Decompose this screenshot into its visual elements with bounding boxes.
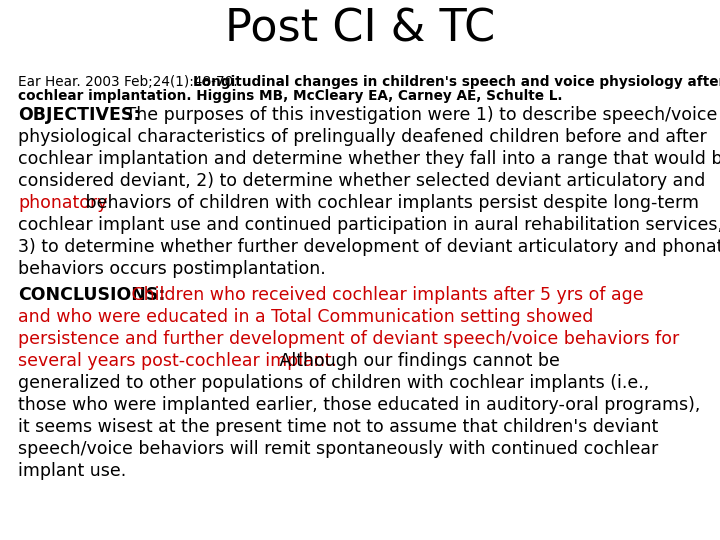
Text: implant use.: implant use. — [18, 462, 126, 480]
Text: Longitudinal changes in children's speech and voice physiology after: Longitudinal changes in children's speec… — [193, 75, 720, 89]
Text: several years post-cochlear implant.: several years post-cochlear implant. — [18, 352, 337, 370]
Text: cochlear implant use and continued participation in aural rehabilitation service: cochlear implant use and continued parti… — [18, 216, 720, 234]
Text: persistence and further development of deviant speech/voice behaviors for: persistence and further development of d… — [18, 330, 679, 348]
Text: phonatory: phonatory — [18, 194, 107, 212]
Text: behaviors occurs postimplantation.: behaviors occurs postimplantation. — [18, 260, 325, 278]
Text: physiological characteristics of prelingually deafened children before and after: physiological characteristics of preling… — [18, 128, 707, 146]
Text: Although our findings cannot be: Although our findings cannot be — [274, 352, 560, 370]
Text: 3) to determine whether further development of deviant articulatory and phonator: 3) to determine whether further developm… — [18, 238, 720, 256]
Text: it seems wisest at the present time not to assume that children's deviant: it seems wisest at the present time not … — [18, 418, 658, 436]
Text: cochlear implantation. Higgins MB, McCleary EA, Carney AE, Schulte L.: cochlear implantation. Higgins MB, McCle… — [18, 89, 562, 103]
Text: and who were educated in a Total Communication setting showed: and who were educated in a Total Communi… — [18, 308, 593, 326]
Text: behaviors of children with cochlear implants persist despite long-term: behaviors of children with cochlear impl… — [80, 194, 699, 212]
Text: Children who received cochlear implants after 5 yrs of age: Children who received cochlear implants … — [126, 286, 644, 304]
Text: those who were implanted earlier, those educated in auditory-oral programs),: those who were implanted earlier, those … — [18, 396, 701, 414]
Text: cochlear implantation and determine whether they fall into a range that would be: cochlear implantation and determine whet… — [18, 150, 720, 168]
Text: speech/voice behaviors will remit spontaneously with continued cochlear: speech/voice behaviors will remit sponta… — [18, 440, 658, 458]
Text: generalized to other populations of children with cochlear implants (i.e.,: generalized to other populations of chil… — [18, 374, 649, 392]
Text: Ear Hear. 2003 Feb;24(1):48-70.: Ear Hear. 2003 Feb;24(1):48-70. — [18, 75, 242, 89]
Text: Post CI & TC: Post CI & TC — [225, 8, 495, 51]
Text: The purposes of this investigation were 1) to describe speech/voice: The purposes of this investigation were … — [120, 106, 717, 124]
Text: CONCLUSIONS:: CONCLUSIONS: — [18, 286, 166, 304]
Text: OBJECTIVES:: OBJECTIVES: — [18, 106, 140, 124]
Text: considered deviant, 2) to determine whether selected deviant articulatory and: considered deviant, 2) to determine whet… — [18, 172, 706, 190]
